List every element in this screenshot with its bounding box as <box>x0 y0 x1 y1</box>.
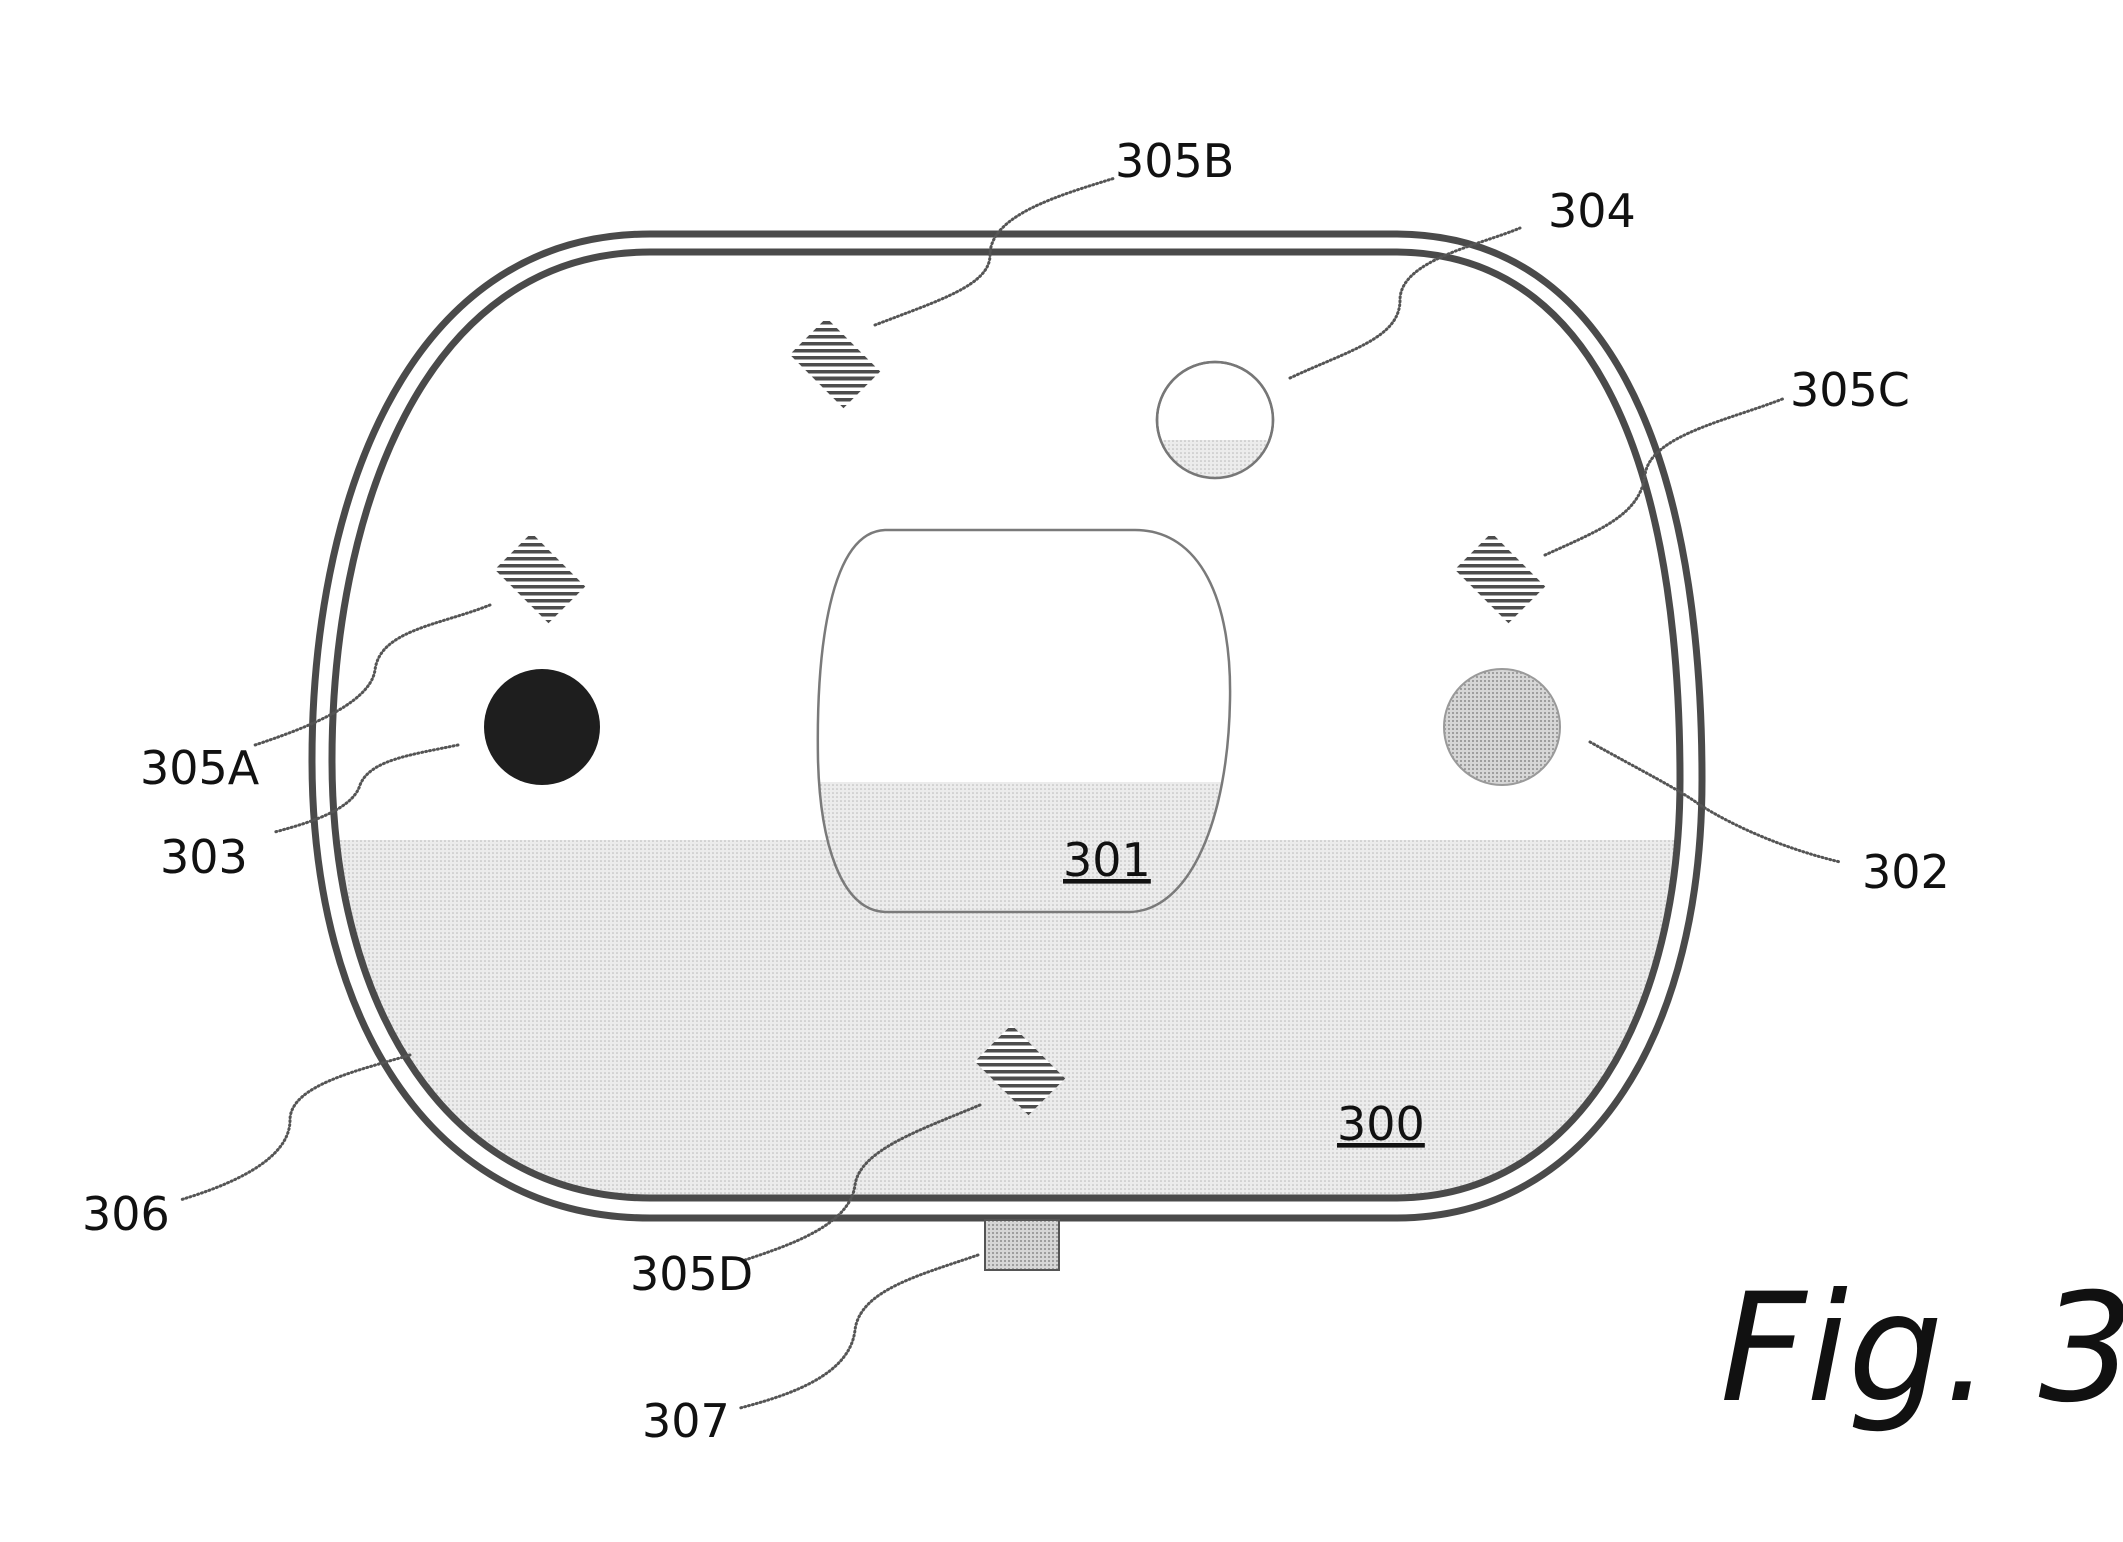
top-circle <box>1157 362 1273 480</box>
label-302: 302 <box>1862 845 1950 899</box>
figure-caption: Fig. 3 <box>1720 1262 2123 1436</box>
label-305b: 305B <box>1115 134 1234 188</box>
label-306: 306 <box>82 1187 170 1241</box>
label-304: 304 <box>1548 184 1636 238</box>
leader-307 <box>740 1255 978 1408</box>
label-303: 303 <box>160 830 248 884</box>
left-dark-dot <box>484 669 600 785</box>
leader-306 <box>180 1055 410 1200</box>
label-300: 300 <box>1337 1097 1425 1151</box>
label-305c: 305C <box>1790 363 1910 417</box>
label-301: 301 <box>1063 833 1151 887</box>
bottom-tab <box>985 1220 1059 1270</box>
right-shaded-dot <box>1444 669 1560 785</box>
label-305d: 305D <box>630 1247 753 1301</box>
center-window <box>800 530 1240 922</box>
label-307: 307 <box>642 1394 730 1448</box>
label-305a: 305A <box>140 741 260 795</box>
